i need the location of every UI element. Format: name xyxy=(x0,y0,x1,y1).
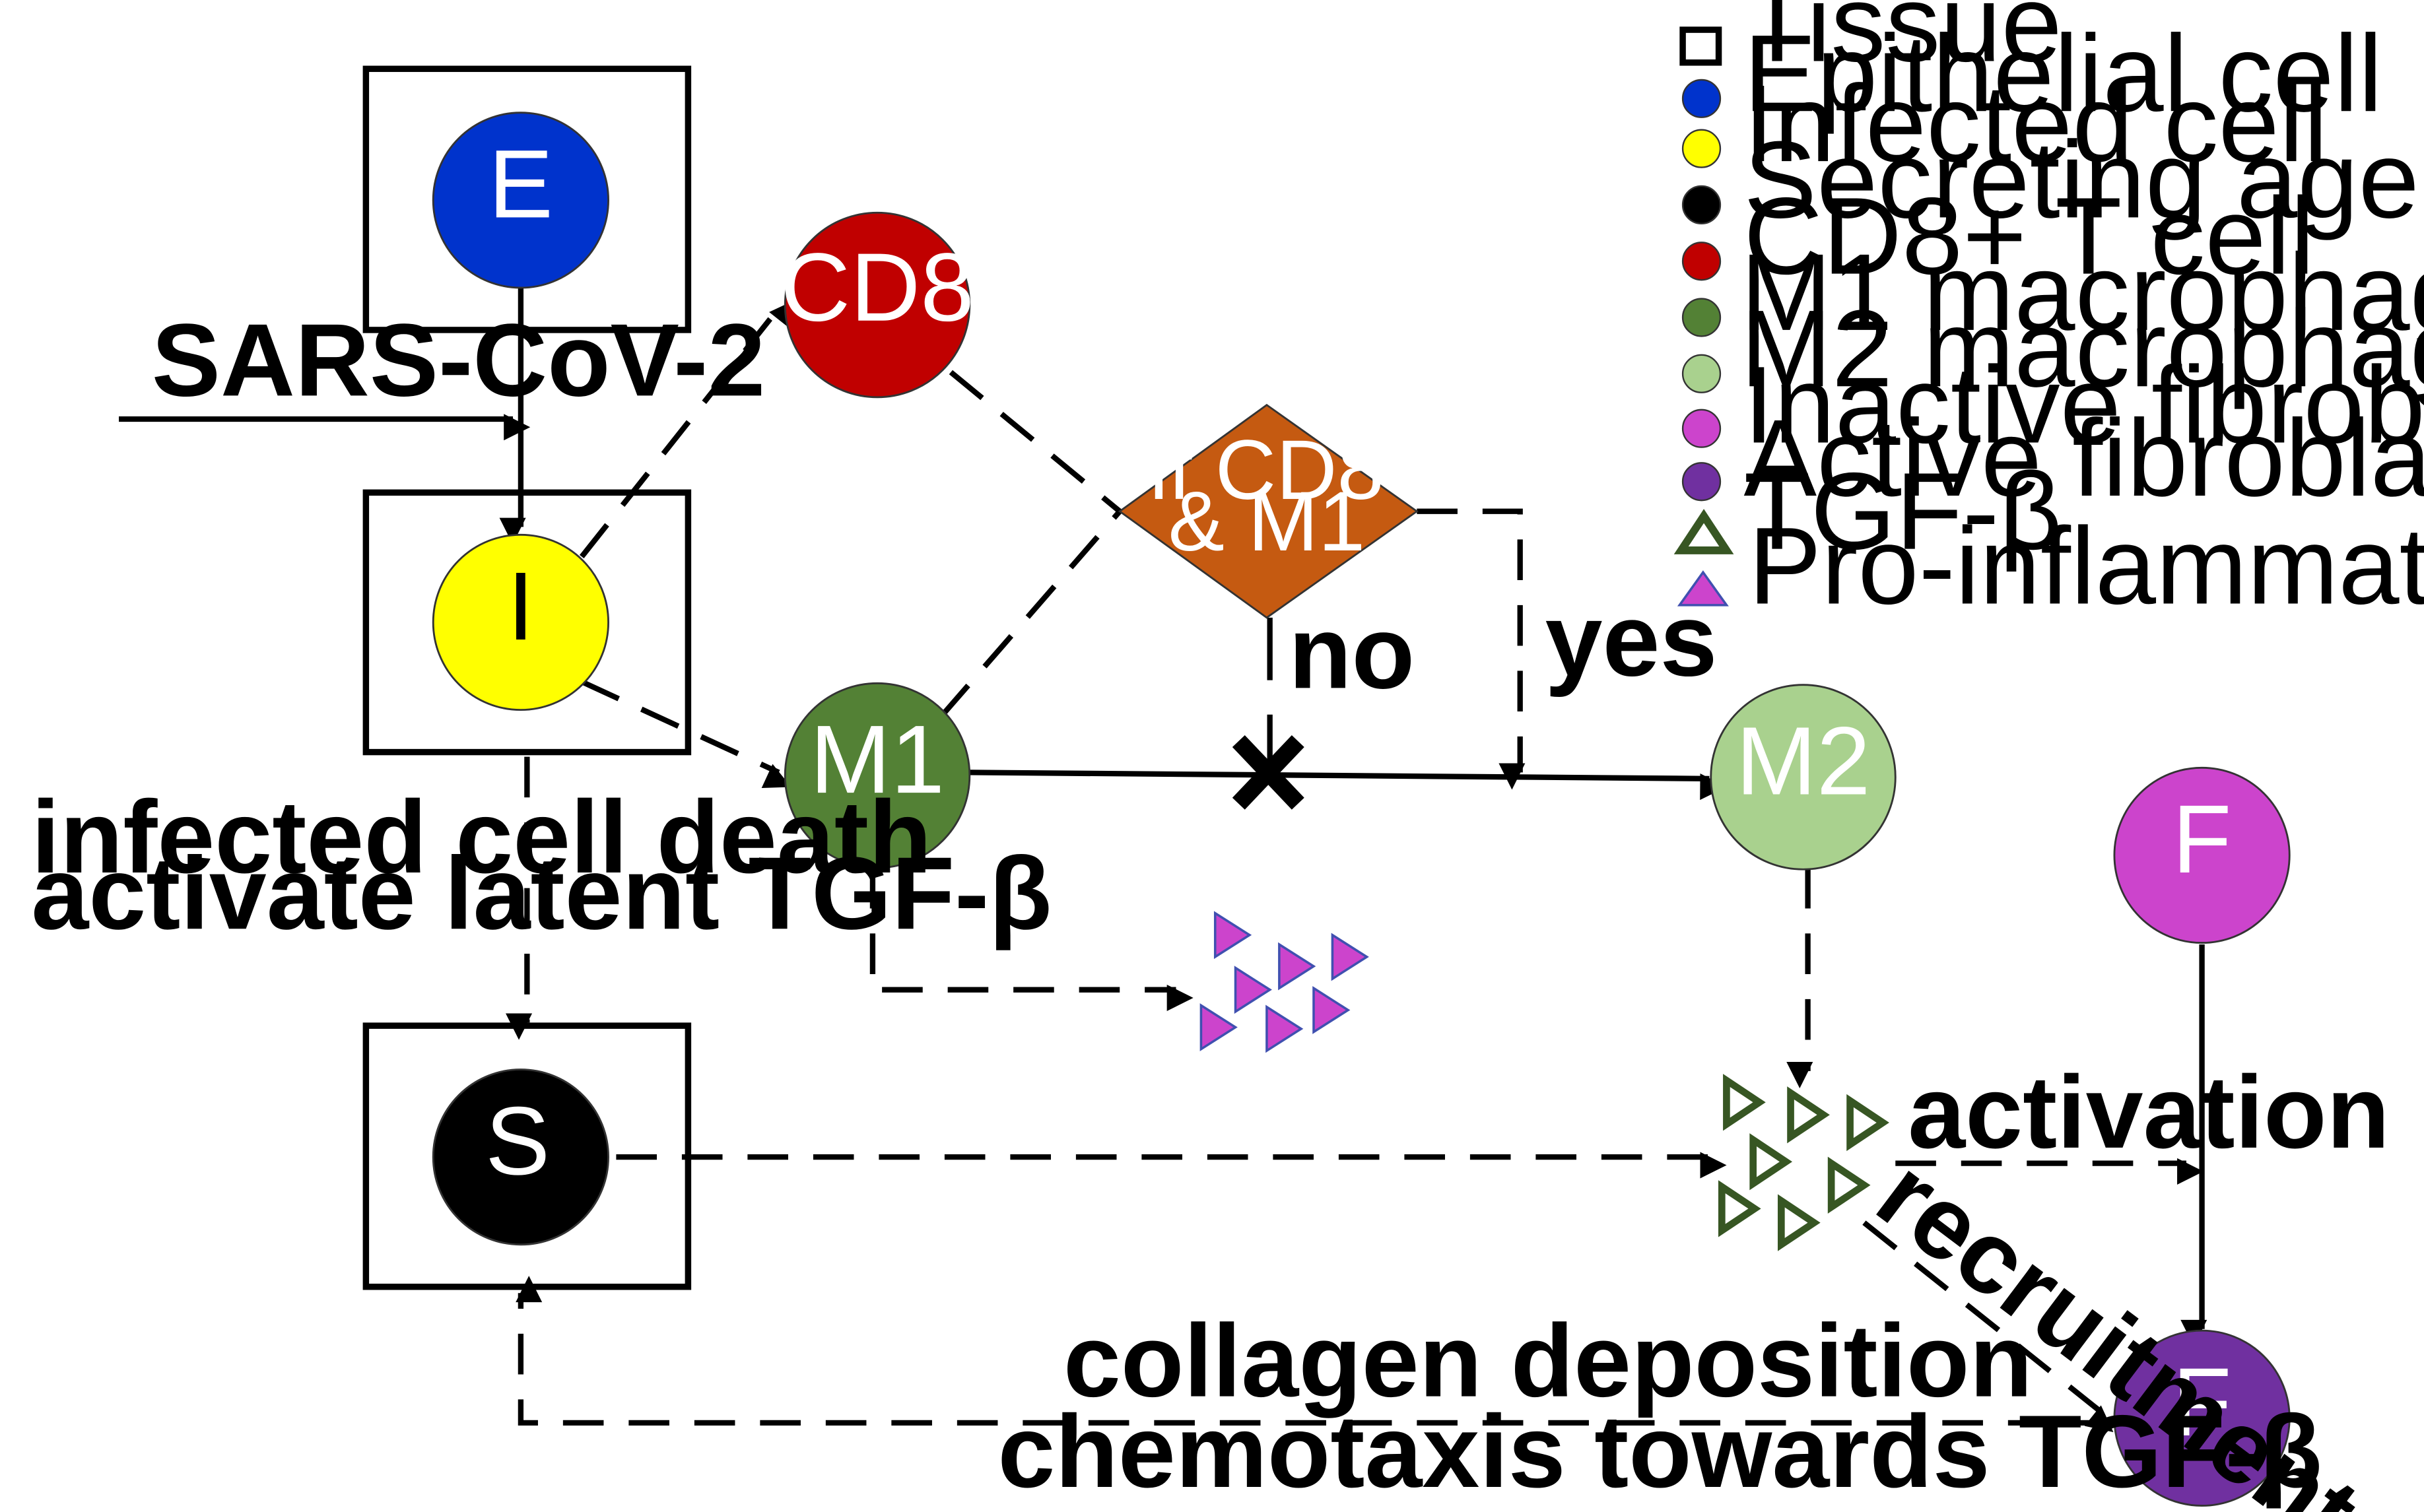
legend-infected-circle-icon xyxy=(1681,129,1722,168)
node-active-fibroblast-label: F xyxy=(2172,1348,2232,1457)
legend-epithelial-circle-icon xyxy=(1681,79,1722,118)
legend-item-cytokine: Pro-inflammatory cytokine xyxy=(1749,506,2424,628)
tgf-beta-triangle-icon xyxy=(1827,1156,1871,1214)
node-infected-label: I xyxy=(507,552,534,661)
cytokine-triangle-icon xyxy=(1234,966,1272,1014)
tgf-beta-triangle-icon xyxy=(1777,1194,1821,1251)
legend-secreting-circle-icon xyxy=(1681,185,1722,225)
node-m1: M1 xyxy=(784,682,971,869)
legend-item-cd8: CD8+ T cell xyxy=(1743,176,2314,298)
node-active-fibroblast: F xyxy=(2113,1329,2291,1507)
node-infected: I xyxy=(432,533,609,711)
tgf-beta-triangle-icon xyxy=(1749,1133,1793,1191)
node-inactive-fibroblast-label: F xyxy=(2172,785,2232,894)
decision-line1: if CD8 xyxy=(1149,423,1384,517)
edge-f-to-s-loop xyxy=(516,1276,2114,1426)
node-m1-label: M1 xyxy=(810,706,945,814)
tissue-box-e xyxy=(362,65,692,333)
node-m2-label: M2 xyxy=(1735,707,1870,816)
edge-i-to-m1 xyxy=(580,679,791,788)
legend-cytokine-triangle-filled-icon xyxy=(1677,570,1729,607)
legend-item-infected: Infected cell xyxy=(1743,63,2328,185)
legend-m2-circle-icon xyxy=(1681,354,1722,393)
label-death-line1: infected cell death xyxy=(31,779,931,895)
legend-item-secreting: Secreting agent xyxy=(1743,119,2424,241)
tgf-beta-triangle-icon xyxy=(1723,1074,1766,1131)
cytokine-triangle-icon xyxy=(1312,986,1351,1034)
node-epithelial: E xyxy=(432,112,609,289)
node-secreting-label: S xyxy=(485,1087,550,1195)
tgf-beta-triangle-icon xyxy=(1787,1086,1830,1144)
node-secreting: S xyxy=(432,1068,609,1246)
decision-line2: & M1 xyxy=(1168,475,1366,569)
legend-item-tgf: TGF-β xyxy=(1743,451,2062,573)
legend-item-epithelial: Epithelial cell xyxy=(1743,13,2382,135)
legend-item-m2: M2 macrophage xyxy=(1741,288,2424,410)
legend-item-active-fibroblast: Active fibroblast xyxy=(1743,397,2424,519)
legend-m1-circle-icon xyxy=(1681,298,1722,337)
edge-decision-yes xyxy=(1417,508,1526,790)
label-no: no xyxy=(1289,595,1415,710)
tgf-beta-triangle-icon xyxy=(1846,1094,1889,1152)
tissue-box-i xyxy=(362,489,692,756)
legend-item-inactive-fibroblast: Inactive fibroblast xyxy=(1743,345,2424,467)
edge-i-to-cd8 xyxy=(580,299,796,559)
cytokine-triangle-icon xyxy=(1265,1004,1304,1053)
cytokine-cluster xyxy=(1199,911,1369,1053)
edge-tgf-recruitment xyxy=(1862,1220,2114,1433)
node-cd8: CD8 xyxy=(780,211,974,399)
decision-node: if CD8 & M1 xyxy=(1118,403,1419,619)
node-m2: M2 xyxy=(1710,684,1897,871)
cytokine-triangle-icon xyxy=(1199,1003,1238,1051)
edge-m1-to-decision xyxy=(939,509,1122,718)
label-activation: activation xyxy=(1908,1055,2390,1170)
node-cd8-label: CD8 xyxy=(780,234,974,342)
cytokine-triangle-icon xyxy=(1331,933,1369,981)
node-inactive-fibroblast: F xyxy=(2113,766,2291,944)
legend-tgf-triangle-outline-icon xyxy=(1673,509,1734,554)
legend-active-fibroblast-circle-icon xyxy=(1681,462,1722,502)
tgf-beta-cluster xyxy=(1718,1074,1889,1251)
node-epithelial-label: E xyxy=(488,130,553,238)
edge-cd8-to-decision xyxy=(949,370,1122,513)
label-sars-cov2: SARS-CoV-2 xyxy=(152,302,766,418)
label-collagen: collagen deposition xyxy=(1063,1303,2033,1419)
legend: Tissue Epithelial cell Infected cell Sec… xyxy=(1673,0,2424,628)
edge-m1-to-cytokines xyxy=(869,867,1194,1012)
blocked-x-icon xyxy=(1232,735,1304,810)
label-chemotaxis: chemotaxis towards TGF-β xyxy=(997,1394,2322,1509)
legend-cd8-circle-icon xyxy=(1681,242,1722,281)
edge-m1-to-m2 xyxy=(969,770,1727,801)
tgf-beta-triangle-icon xyxy=(1718,1180,1761,1237)
cytokine-triangle-icon xyxy=(1278,942,1316,991)
legend-inactive-fibroblast-circle-icon xyxy=(1681,409,1722,448)
legend-item-m1: M1 macrophage xyxy=(1741,232,2424,354)
label-death-line2: activate latent TGF-β xyxy=(31,836,1052,951)
legend-square-icon xyxy=(1679,26,1722,66)
legend-item-tissue: Tissue xyxy=(1743,0,2062,84)
cytokine-triangle-icon xyxy=(1213,911,1252,960)
